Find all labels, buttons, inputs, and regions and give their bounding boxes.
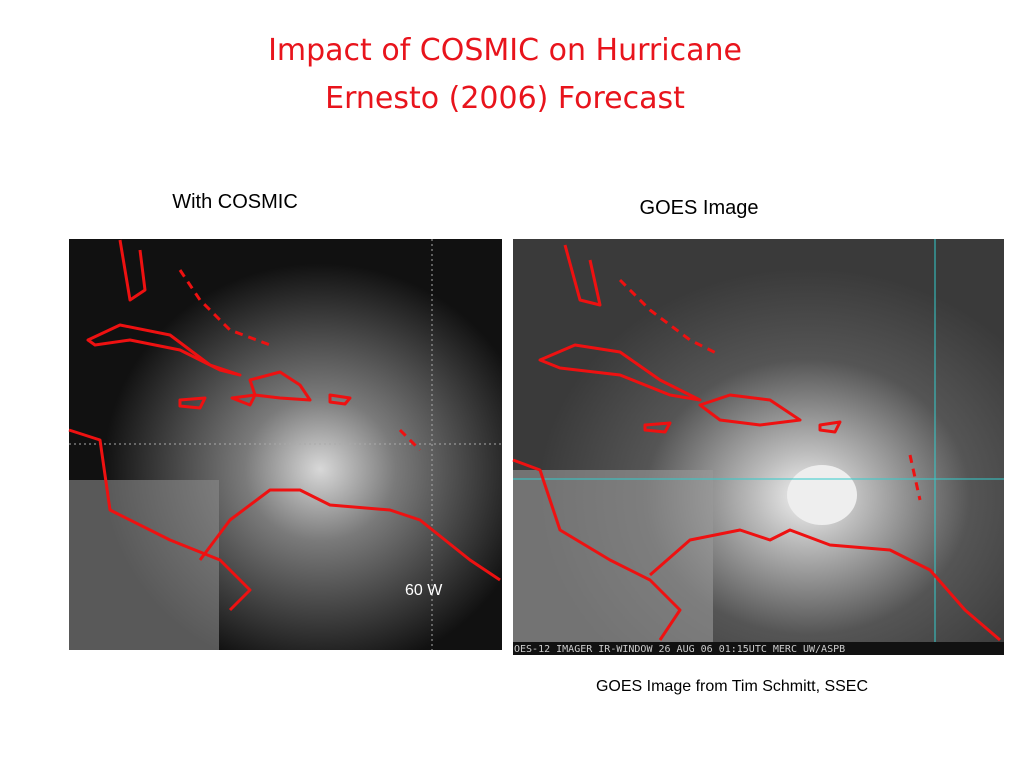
panel-caption: With COSMIC — [172, 191, 298, 213]
overlay-label: OES-12 IMAGER IR-WINDOW 26 AUG 06 01:15U… — [514, 644, 845, 655]
title-line: Ernesto (2006) Forecast — [325, 81, 685, 116]
panel-caption: GOES Image — [640, 197, 759, 219]
credit: GOES Image from Tim Schmitt, SSEC — [596, 678, 868, 695]
goes-image: OES-12 IMAGER IR-WINDOW 26 AUG 06 01:15U… — [512, 239, 1004, 655]
overlay-label: 60 W — [405, 582, 443, 599]
title-line: Impact of COSMIC on Hurricane — [268, 33, 742, 68]
model-image: 60 W — [68, 239, 502, 650]
